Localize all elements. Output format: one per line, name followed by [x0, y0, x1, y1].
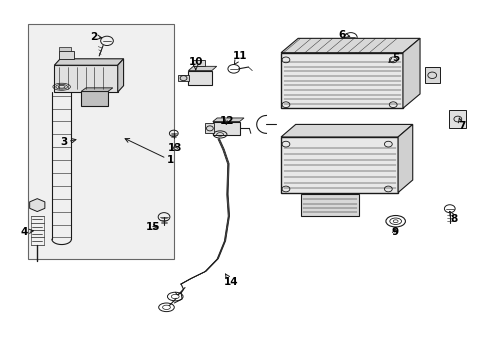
Bar [212, 122, 239, 135]
Bar [448, 110, 466, 128]
Bar [205, 123, 214, 134]
Text: 7: 7 [457, 118, 464, 131]
Polygon shape [30, 199, 45, 212]
Polygon shape [81, 88, 113, 91]
Text: 4: 4 [20, 227, 33, 237]
Text: 2: 2 [89, 32, 102, 41]
Polygon shape [188, 66, 216, 71]
Bar [188, 71, 211, 85]
Text: 15: 15 [145, 222, 160, 231]
Bar [193, 60, 205, 66]
Polygon shape [397, 125, 412, 193]
Bar [27, 24, 173, 259]
Text: 11: 11 [232, 51, 246, 64]
Polygon shape [281, 125, 412, 137]
Text: 12: 12 [220, 116, 234, 126]
Text: 13: 13 [168, 143, 182, 153]
Bar [177, 75, 189, 81]
Polygon shape [54, 59, 123, 65]
Bar [59, 46, 71, 51]
Bar [281, 53, 402, 108]
Text: 9: 9 [390, 227, 397, 237]
Bar [281, 137, 397, 193]
Bar [424, 67, 439, 83]
Polygon shape [281, 39, 419, 53]
Bar [300, 194, 358, 216]
Text: 10: 10 [188, 57, 203, 70]
Text: 1: 1 [125, 139, 174, 165]
Text: 6: 6 [338, 30, 349, 40]
Text: 8: 8 [449, 211, 457, 224]
Bar [54, 65, 118, 92]
Text: 3: 3 [61, 138, 76, 147]
Polygon shape [212, 118, 244, 122]
Polygon shape [402, 39, 419, 108]
Bar [81, 91, 108, 107]
Polygon shape [118, 59, 123, 92]
Text: 14: 14 [223, 274, 238, 287]
Bar [59, 51, 74, 59]
Text: 5: 5 [388, 53, 399, 63]
